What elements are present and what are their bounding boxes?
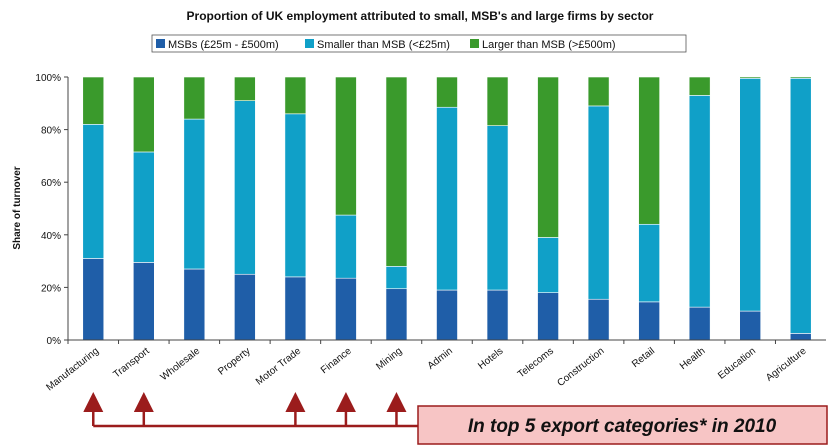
- bar-segment: [385, 266, 408, 290]
- bar-segment: [587, 105, 610, 300]
- bar-segment: [436, 289, 458, 341]
- x-tick-label: Manufacturing: [44, 346, 101, 394]
- x-tick-label: Education: [716, 346, 758, 382]
- bar-segment: [82, 124, 105, 259]
- bar-segment: [82, 258, 105, 341]
- bar-segment: [133, 76, 155, 153]
- bar-segment: [183, 268, 206, 341]
- bar-segment: [688, 95, 711, 308]
- bar-segment: [385, 288, 408, 341]
- x-tick-label: Hotels: [476, 346, 505, 372]
- chart-title: Proportion of UK employment attributed t…: [187, 9, 654, 23]
- y-tick-label: 80%: [41, 126, 61, 137]
- y-axis: 0% 20% 40% 60% 80% 100%: [35, 73, 69, 347]
- bar-segment: [537, 292, 559, 341]
- y-tick-label: 40%: [41, 231, 61, 242]
- bar-segment: [688, 76, 711, 96]
- x-axis: Manufacturing Transport Wholesale Property M…: [44, 339, 826, 394]
- x-tick-label: Admin: [426, 346, 455, 372]
- bar-segment: [183, 118, 206, 270]
- bar-segment: [789, 76, 812, 79]
- x-tick-label: Finance: [319, 345, 354, 376]
- legend-label: Smaller than MSB (<£25m): [317, 39, 450, 51]
- bar-segment: [436, 106, 458, 291]
- bar-segment: [739, 310, 762, 341]
- bars: [82, 76, 812, 341]
- bar-segment: [587, 298, 610, 341]
- x-tick-label: Transport: [111, 346, 151, 381]
- bar-segment: [234, 100, 256, 275]
- bar-segment: [638, 76, 660, 225]
- legend-swatch: [470, 39, 479, 48]
- x-tick-label: Construction: [555, 346, 606, 389]
- y-tick-label: 0%: [47, 336, 62, 347]
- bar-segment: [486, 125, 509, 291]
- x-tick-label: Telecoms: [516, 346, 556, 381]
- bar-segment: [133, 262, 155, 341]
- annotation-box: [417, 405, 828, 445]
- bar-segment: [486, 76, 509, 126]
- bar-segment: [587, 76, 610, 107]
- bar-segment: [284, 113, 307, 278]
- bar-segment: [133, 151, 155, 263]
- bar-segment: [638, 301, 660, 341]
- y-tick-label: 20%: [41, 283, 61, 294]
- legend-swatch: [156, 39, 165, 48]
- bar-segment: [486, 289, 509, 341]
- bar-segment: [234, 273, 256, 341]
- x-tick-label: Agriculture: [764, 345, 809, 383]
- annotation-text: In top 5 export categories* in 2010: [468, 416, 777, 437]
- x-tick-label: Retail: [630, 346, 657, 370]
- bar-segment: [789, 78, 812, 334]
- y-tick-label: 60%: [41, 178, 61, 189]
- bar-segment: [183, 76, 206, 120]
- x-tick-label: Health: [678, 346, 708, 372]
- y-axis-label: Share of turnover: [12, 166, 23, 249]
- legend-box: [151, 34, 687, 53]
- x-tick-label: Motor Trade: [254, 345, 304, 387]
- bar-segment: [537, 237, 559, 293]
- bar-segment: [537, 76, 559, 238]
- bar-segment: [284, 276, 307, 341]
- x-tick-label: Wholesale: [159, 345, 203, 383]
- bar-segment: [436, 76, 458, 108]
- legend-label: Larger than MSB (>£500m): [482, 39, 616, 51]
- bar-segment: [739, 78, 762, 312]
- y-tick-label: 100%: [35, 73, 61, 84]
- bar-segment: [789, 333, 812, 341]
- bar-segment: [234, 76, 256, 101]
- bar-segment: [688, 306, 711, 341]
- legend-label: MSBs (£25m - £500m): [168, 39, 279, 51]
- bar-segment: [284, 76, 307, 115]
- bar-segment: [638, 223, 660, 303]
- bar-segment: [335, 76, 357, 216]
- bar-segment: [335, 214, 357, 279]
- legend: MSBs (£25m - £500m) Smaller than MSB (<£2…: [151, 34, 687, 53]
- bar-segment: [385, 76, 408, 267]
- x-tick-label: Mining: [374, 346, 404, 373]
- bar-segment: [82, 76, 105, 125]
- x-tick-label: Property: [216, 346, 253, 378]
- export-annotation: In top 5 export categories* in 2010: [83, 392, 828, 445]
- bar-segment: [739, 76, 762, 79]
- bar-segment: [335, 277, 357, 341]
- legend-swatch: [305, 39, 314, 48]
